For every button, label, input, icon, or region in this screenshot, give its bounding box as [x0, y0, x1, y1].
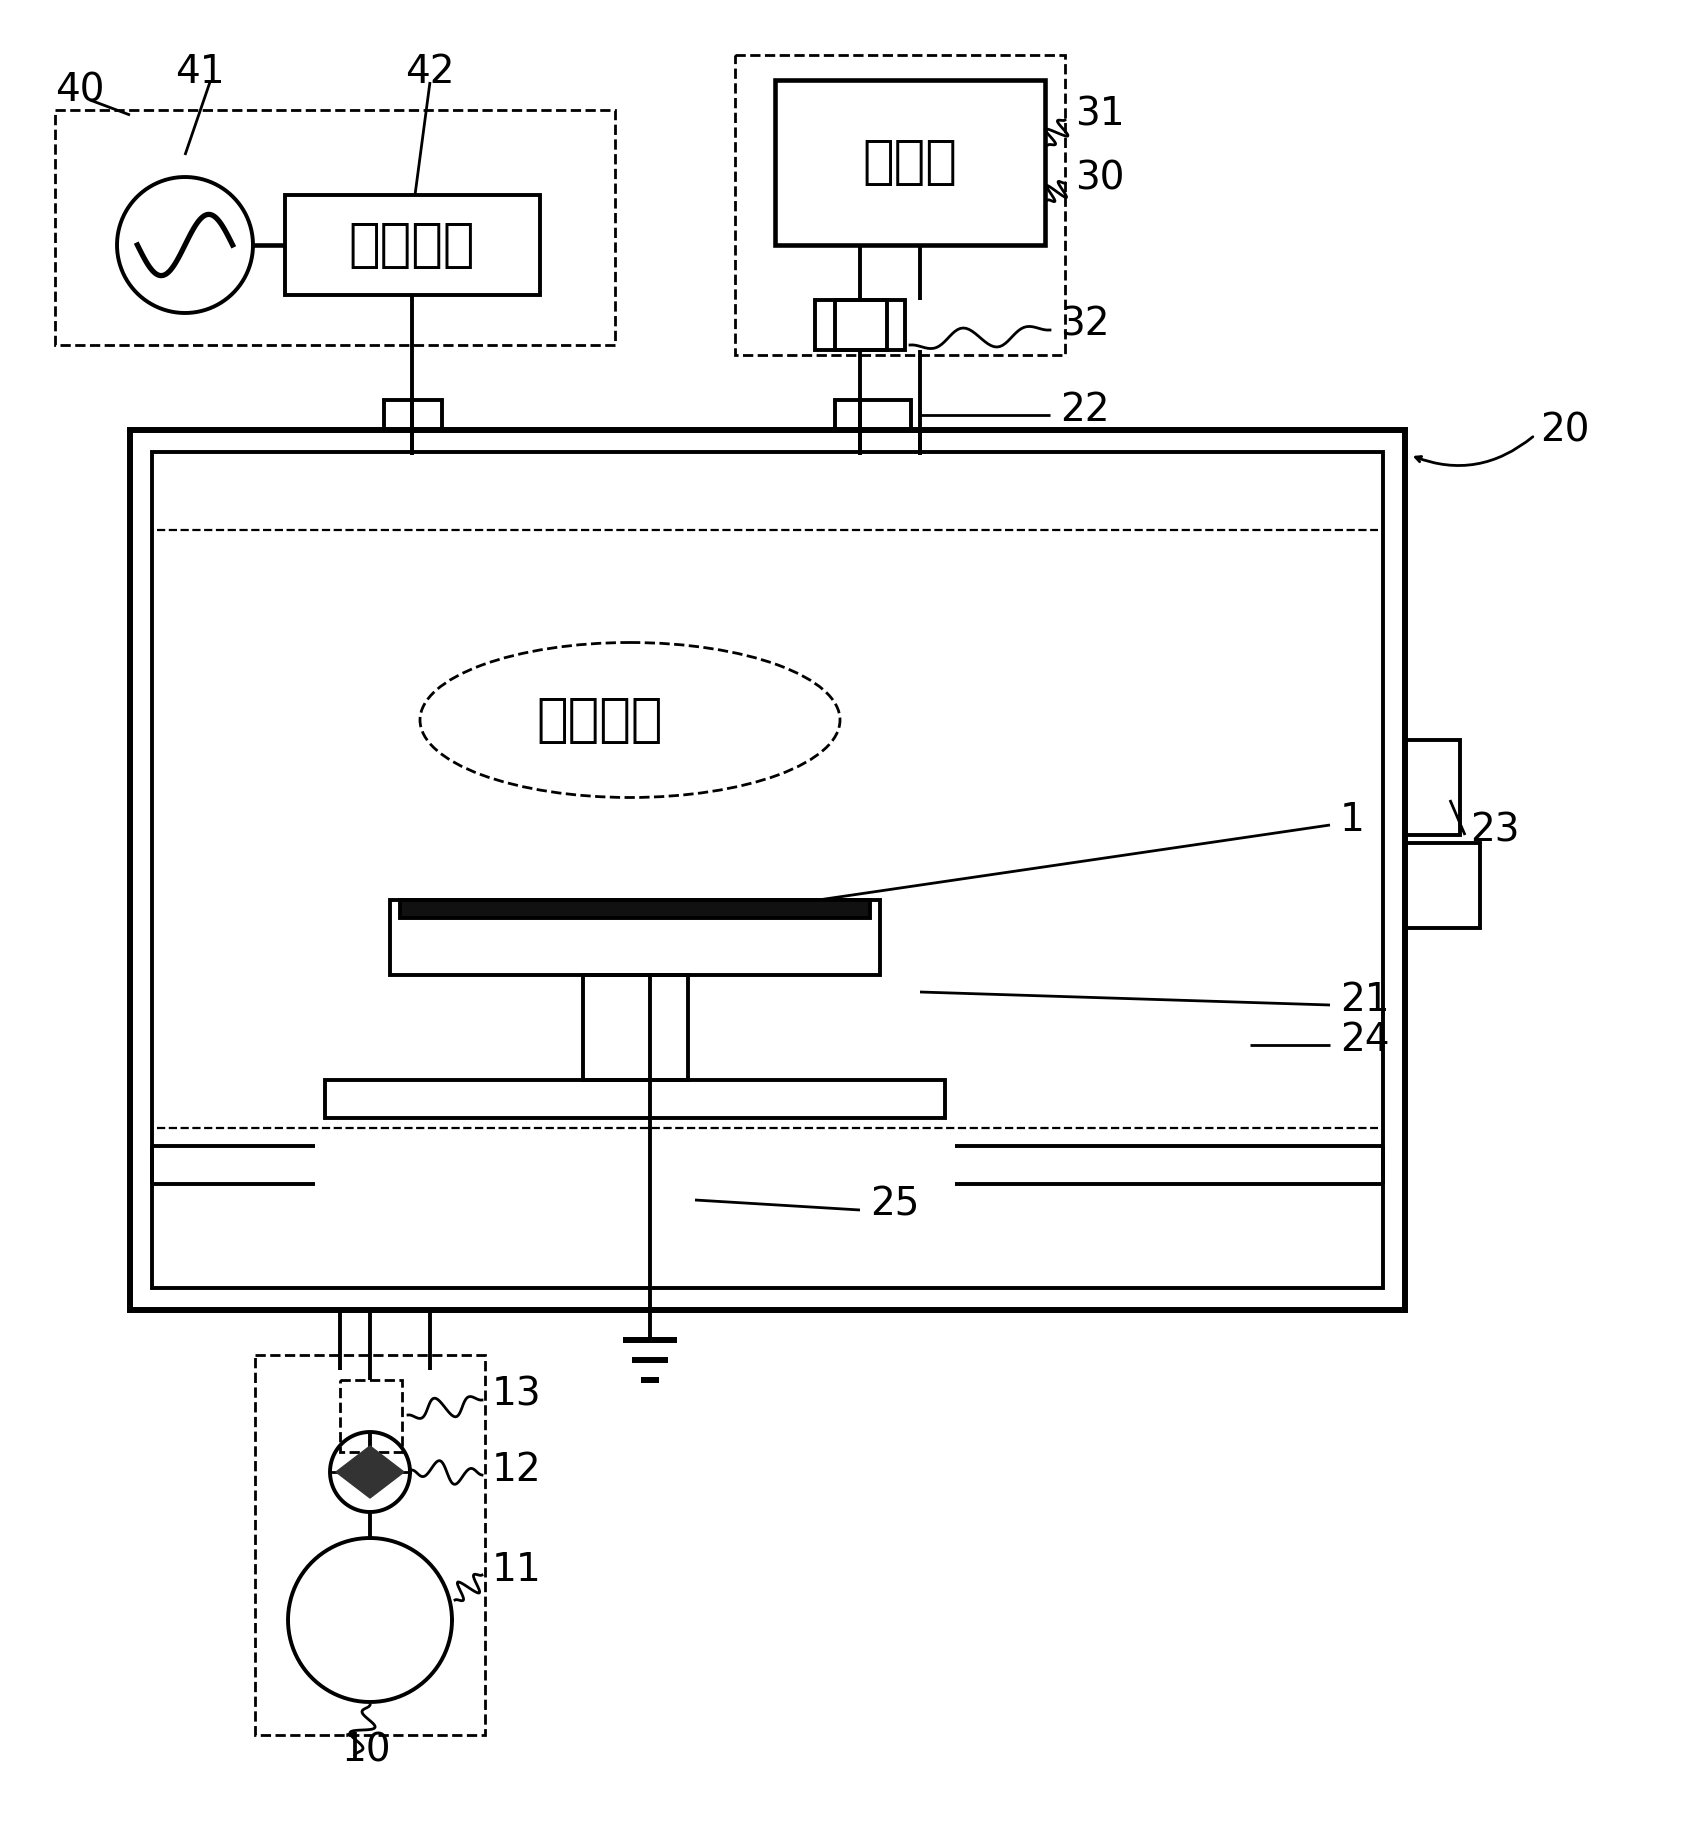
Text: 匹配单元: 匹配单元: [349, 219, 476, 272]
Text: 25: 25: [871, 1187, 920, 1223]
Text: 30: 30: [1076, 159, 1125, 197]
Bar: [390, 901, 879, 975]
Bar: [54, 109, 615, 345]
Bar: [152, 452, 1382, 1289]
Bar: [1404, 740, 1460, 835]
Text: 12: 12: [491, 1451, 542, 1489]
Text: 11: 11: [491, 1551, 542, 1590]
Text: 汽化器: 汽化器: [862, 137, 957, 188]
Text: 22: 22: [1060, 390, 1110, 428]
Text: 23: 23: [1470, 811, 1520, 850]
Bar: [285, 195, 540, 295]
Text: 31: 31: [1076, 97, 1125, 135]
Bar: [256, 1354, 484, 1735]
Text: 1: 1: [1340, 800, 1365, 839]
Text: 10: 10: [342, 1732, 391, 1768]
Bar: [835, 399, 911, 430]
Bar: [385, 399, 442, 430]
Bar: [735, 55, 1066, 355]
Polygon shape: [369, 1446, 403, 1499]
Text: 21: 21: [1340, 981, 1389, 1019]
Bar: [815, 301, 905, 350]
Bar: [130, 430, 1404, 1311]
Bar: [583, 975, 688, 1079]
Text: 13: 13: [491, 1376, 542, 1415]
Polygon shape: [335, 1446, 369, 1499]
Bar: [774, 80, 1045, 244]
Text: 40: 40: [54, 71, 105, 109]
Bar: [400, 901, 871, 919]
Bar: [325, 1079, 945, 1117]
Text: 20: 20: [1540, 410, 1589, 448]
Bar: [340, 1380, 401, 1451]
Bar: [835, 301, 888, 350]
Text: 24: 24: [1340, 1021, 1389, 1059]
Text: 41: 41: [174, 53, 225, 91]
Text: 等离子体: 等离子体: [537, 695, 664, 746]
Bar: [1404, 842, 1481, 928]
Text: 32: 32: [1060, 306, 1110, 345]
Text: 42: 42: [405, 53, 454, 91]
